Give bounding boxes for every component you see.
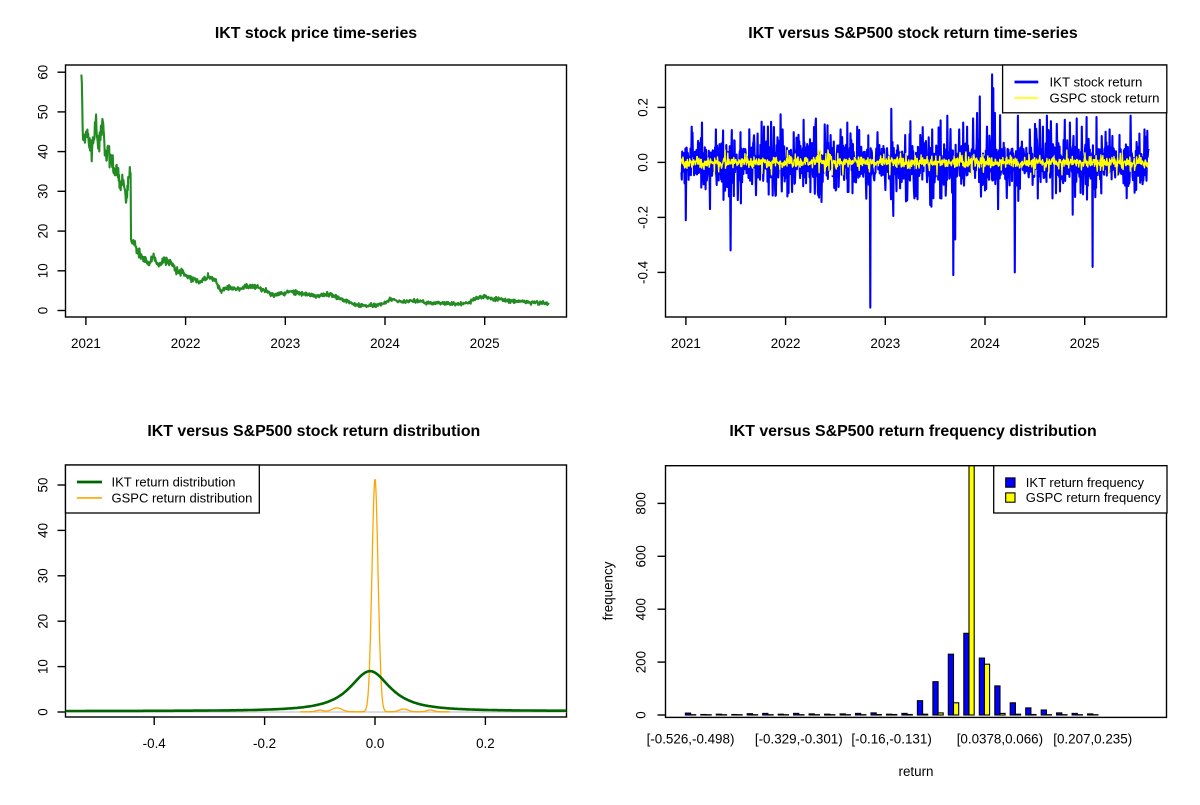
svg-text:0.0: 0.0 [366,736,385,751]
svg-text:IKT versus S&P500 stock return: IKT versus S&P500 stock return time-seri… [748,25,1078,42]
svg-text:20: 20 [36,224,51,239]
svg-text:frequency: frequency [601,561,616,620]
svg-text:2023: 2023 [870,336,900,351]
svg-text:0.2: 0.2 [476,736,495,751]
svg-text:2021: 2021 [71,336,101,351]
svg-text:GSPC stock return: GSPC stock return [1050,91,1160,106]
svg-text:IKT stock return: IKT stock return [1050,75,1143,90]
svg-text:[0.207,0.235): [0.207,0.235) [1053,732,1132,747]
svg-text:-0.2: -0.2 [253,736,276,751]
svg-text:[-0.16,-0.131): [-0.16,-0.131) [851,732,931,747]
svg-text:GSPC return frequency: GSPC return frequency [1026,490,1162,505]
svg-text:60: 60 [36,65,51,80]
svg-text:600: 600 [634,545,649,567]
svg-text:2022: 2022 [771,336,801,351]
svg-text:-0.4: -0.4 [143,736,167,751]
svg-text:0: 0 [36,708,51,715]
svg-text:0: 0 [634,711,649,718]
svg-text:[0.0378,0.066): [0.0378,0.066) [957,732,1043,747]
svg-text:40: 40 [36,523,51,538]
svg-text:[-0.329,-0.301): [-0.329,-0.301) [755,732,843,747]
svg-text:-0.2: -0.2 [636,206,651,229]
svg-text:IKT return distribution: IKT return distribution [112,475,236,490]
svg-text:50: 50 [36,478,51,493]
svg-text:IKT stock price time-series: IKT stock price time-series [215,25,417,42]
svg-text:30: 30 [36,568,51,583]
svg-text:2025: 2025 [1070,336,1100,351]
svg-text:GSPC return distribution: GSPC return distribution [112,491,253,506]
svg-text:40: 40 [36,144,51,159]
svg-text:20: 20 [36,614,51,629]
svg-text:0.0: 0.0 [636,153,651,172]
svg-text:[-0.526,-0.498): [-0.526,-0.498) [647,732,735,747]
svg-text:400: 400 [634,598,649,620]
svg-text:200: 200 [634,651,649,673]
svg-text:return: return [899,764,934,779]
svg-text:2023: 2023 [270,336,300,351]
svg-text:2022: 2022 [171,336,201,351]
svg-text:IKT versus S&P500 return frequ: IKT versus S&P500 return frequency distr… [729,423,1096,440]
svg-text:2021: 2021 [671,336,701,351]
svg-text:30: 30 [36,184,51,199]
svg-text:2025: 2025 [470,336,500,351]
svg-text:0.2: 0.2 [636,98,651,117]
svg-text:10: 10 [36,659,51,674]
svg-text:2024: 2024 [970,336,1000,351]
svg-text:IKT return frequency: IKT return frequency [1026,475,1145,490]
svg-text:-0.4: -0.4 [636,260,651,284]
svg-text:0: 0 [36,307,51,314]
svg-text:10: 10 [36,263,51,278]
svg-text:50: 50 [36,104,51,119]
svg-text:2024: 2024 [370,336,400,351]
svg-text:800: 800 [634,492,649,514]
svg-text:IKT versus S&P500 stock return: IKT versus S&P500 stock return distribut… [147,423,480,440]
